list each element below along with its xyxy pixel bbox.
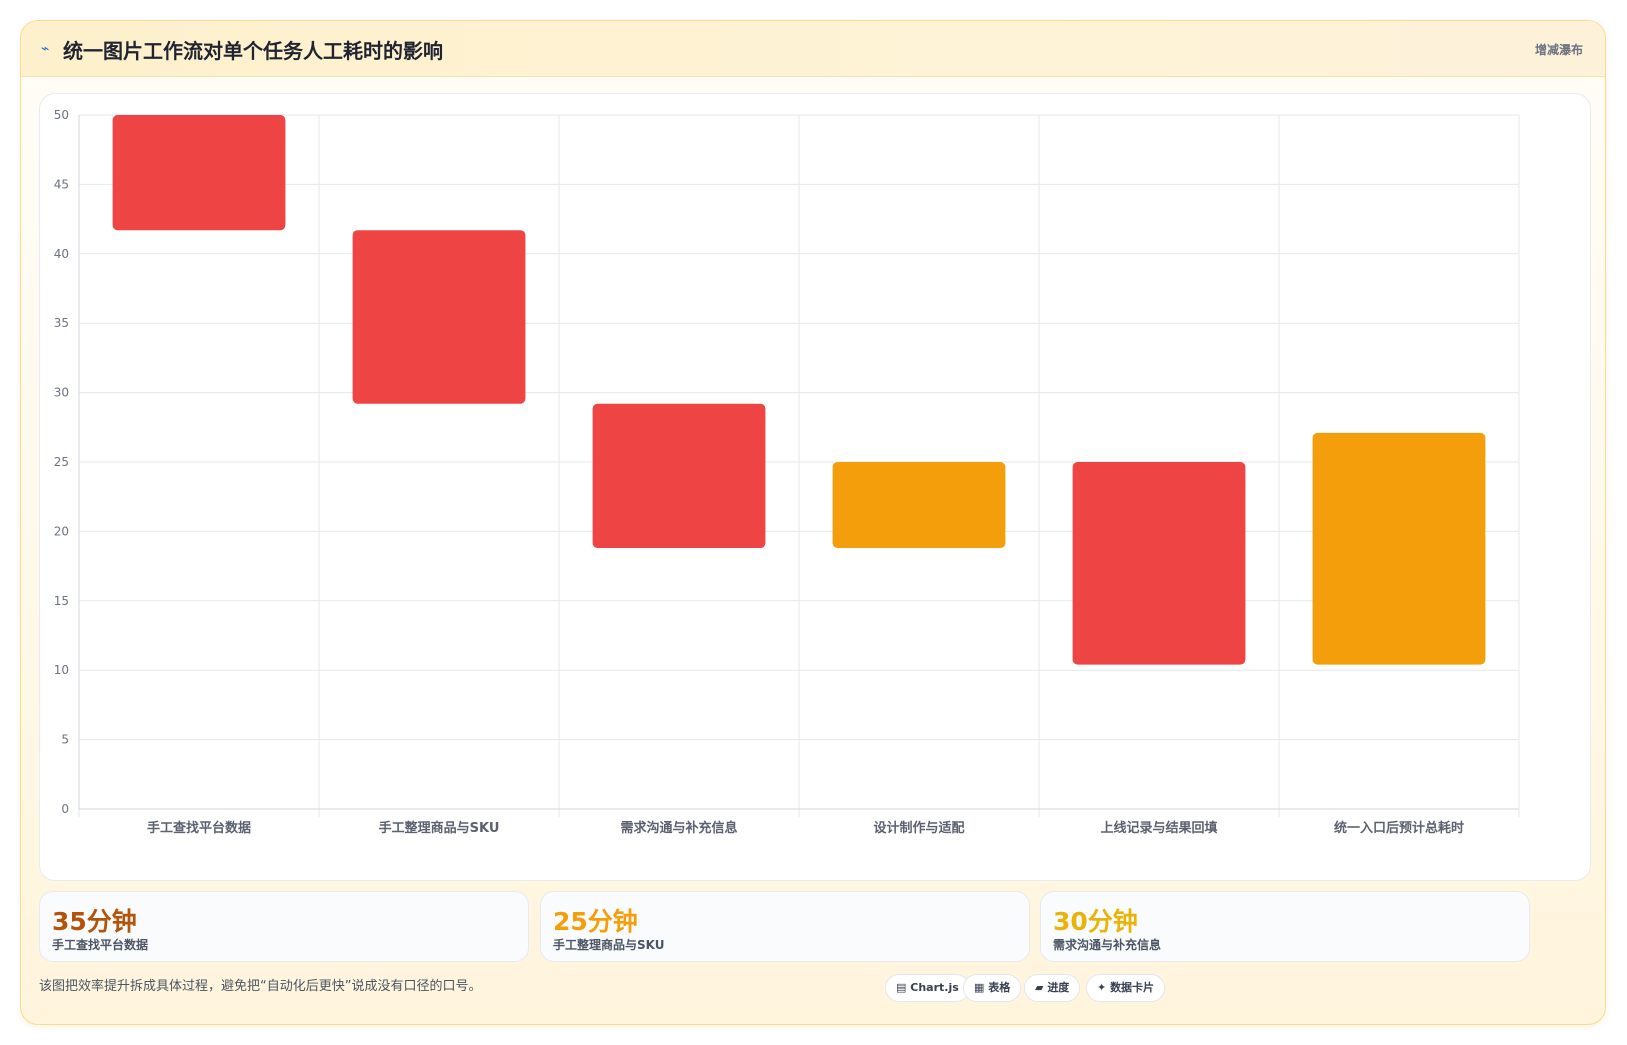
waterfall-bar: [112, 115, 286, 231]
stat-label: 手工查找平台数据: [52, 938, 149, 952]
y-tick-label: 45: [54, 177, 69, 191]
waterfall-bar: [352, 230, 526, 404]
y-tick-label: 0: [61, 802, 69, 816]
chart-icon: ▤: [896, 981, 907, 994]
y-tick-label: 25: [54, 455, 69, 469]
y-tick-label: 10: [54, 663, 69, 677]
chart-type-tag: 增减瀑布: [1534, 43, 1583, 57]
stat-cards: 35分钟 手工查找平台数据 25分钟 手工整理商品与SKU 30分钟 需求沟通与…: [39, 891, 1591, 963]
stat-value: 25分钟: [553, 907, 638, 936]
waterfall-bar: [592, 403, 766, 549]
y-tick-label: 30: [54, 386, 69, 400]
chip-label: 进度: [1047, 981, 1070, 994]
stat-value: 35分钟: [52, 907, 137, 936]
x-tick-label: 统一入口后预计总耗时: [1334, 820, 1464, 836]
waterfall-bar: [1312, 432, 1486, 665]
stat-card: 35分钟 手工查找平台数据: [39, 891, 529, 962]
stat-card: 30分钟 需求沟通与补充信息: [1040, 891, 1530, 962]
chip-data-card[interactable]: ✦ 数据卡片: [1086, 974, 1166, 1002]
chip-label: 表格: [988, 981, 1011, 994]
table-icon: ▦: [974, 981, 985, 994]
waterfall-bar: [832, 462, 1006, 549]
progress-icon: ▰: [1035, 981, 1044, 994]
y-tick-label: 40: [54, 247, 69, 261]
y-tick-label: 5: [61, 733, 69, 747]
card-header: ⌁ 统一图片工作流对单个任务人工耗时的影响 增减瀑布: [21, 21, 1605, 77]
stat-label: 手工整理商品与SKU: [553, 938, 665, 952]
chip-table[interactable]: ▦ 表格: [963, 974, 1022, 1002]
chip-progress[interactable]: ▰ 进度: [1024, 974, 1081, 1002]
chip-chartjs[interactable]: ▤ Chart.js: [885, 974, 970, 1002]
chart-spark-icon: ⌁: [41, 41, 50, 57]
y-tick-label: 50: [54, 108, 69, 122]
x-tick-label: 设计制作与适配: [873, 820, 964, 836]
x-tick-label: 手工查找平台数据: [147, 820, 251, 836]
x-tick-label: 手工整理商品与SKU: [379, 820, 500, 836]
chart-panel: 0 5 10 15 20 25 30 35 40 45 50 手工查找平台数据 手工整理商品与SKU 需求…: [39, 93, 1591, 881]
waterfall-chart: 0 5 10 15 20 25 30 35 40 45 50 手工查找平台数据 手工整理商品与SKU 需求…: [54, 108, 1520, 836]
sparkle-icon: ✦: [1097, 981, 1107, 994]
chip-label: Chart.js: [910, 981, 959, 994]
stat-card: 25分钟 手工整理商品与SKU: [540, 891, 1030, 962]
chart-card: ⌁ 统一图片工作流对单个任务人工耗时的影响 增减瀑布 0 5 10 15 20 25 30 3…: [20, 20, 1606, 1025]
chart-footnote: 该图把效率提升拆成具体过程，避免把“自动化后更快”说成没有口径的口号。: [39, 979, 482, 994]
x-tick-label: 上线记录与结果回填: [1100, 820, 1217, 836]
y-tick-label: 15: [54, 594, 69, 608]
stat-label: 需求沟通与补充信息: [1053, 938, 1162, 952]
waterfall-bar: [1072, 462, 1246, 665]
y-tick-label: 35: [54, 316, 69, 330]
y-tick-label: 20: [54, 524, 69, 538]
chip-label: 数据卡片: [1110, 981, 1155, 994]
x-tick-label: 需求沟通与补充信息: [620, 820, 737, 836]
stat-value: 30分钟: [1053, 907, 1138, 936]
page-title: 统一图片工作流对单个任务人工耗时的影响: [63, 39, 443, 63]
